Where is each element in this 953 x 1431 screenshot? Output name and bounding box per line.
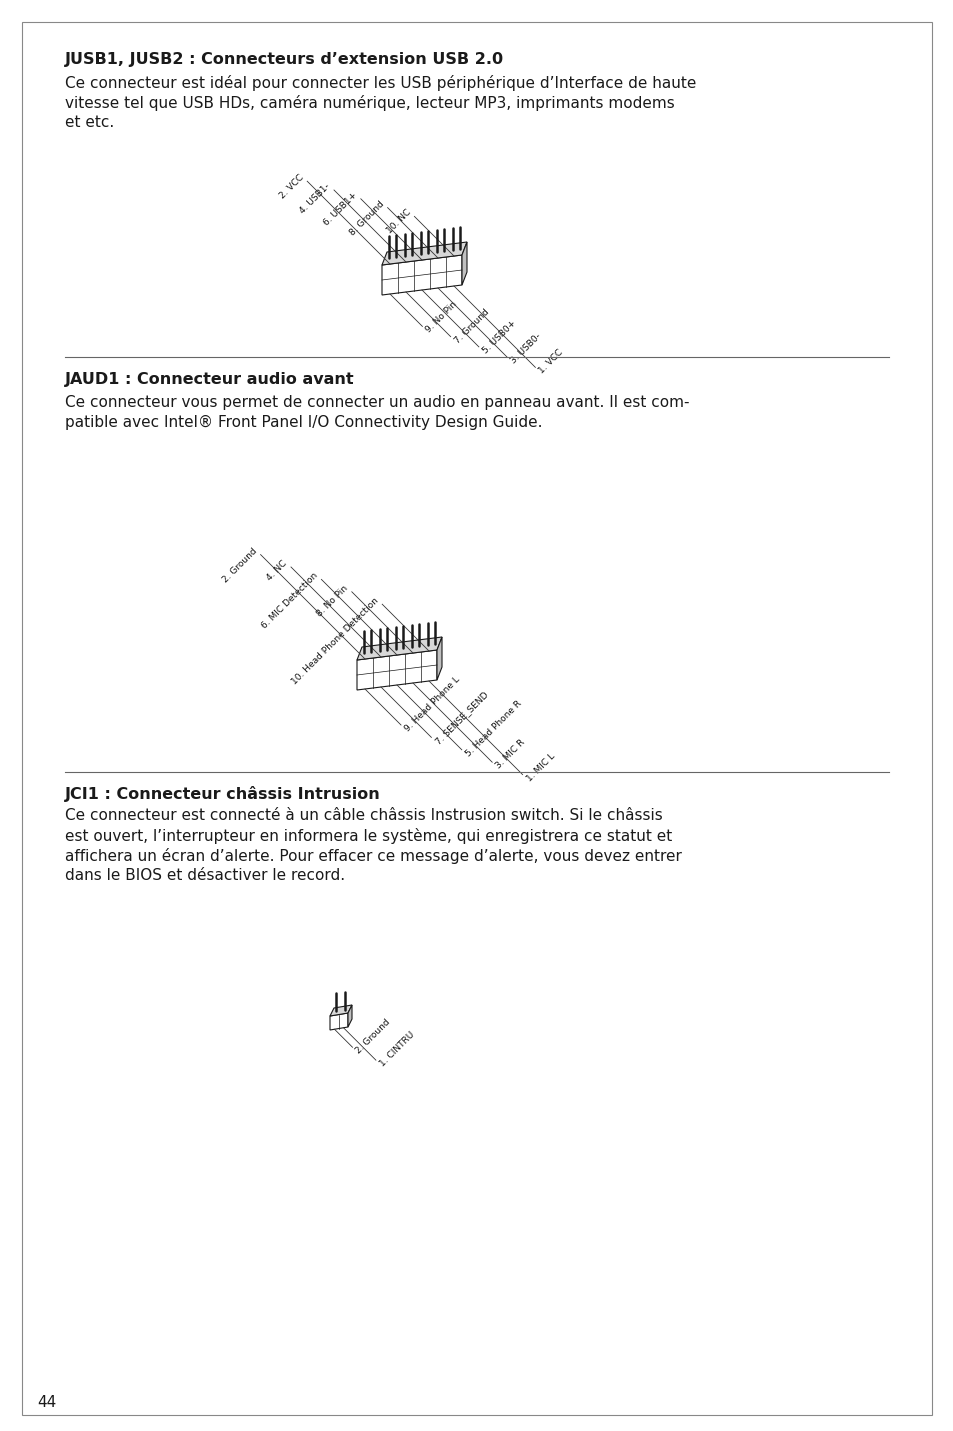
Polygon shape	[330, 1005, 352, 1016]
Text: 10. Head Phone Detection: 10. Head Phone Detection	[290, 595, 380, 687]
Text: 3. MIC R: 3. MIC R	[494, 738, 526, 770]
Text: est ouvert, l’interrupteur en informera le système, qui enregistrera ce statut e: est ouvert, l’interrupteur en informera …	[65, 829, 672, 844]
Text: 8. No Pin: 8. No Pin	[314, 584, 350, 618]
Text: 1. MIC L: 1. MIC L	[524, 751, 556, 783]
Polygon shape	[356, 650, 436, 690]
Polygon shape	[436, 637, 441, 680]
Text: 44: 44	[37, 1395, 56, 1410]
Text: 9. Head Phone L: 9. Head Phone L	[402, 675, 461, 733]
Text: affichera un écran d’alerte. Pour effacer ce message d’alerte, vous devez entrer: affichera un écran d’alerte. Pour efface…	[65, 849, 681, 864]
Polygon shape	[348, 1005, 352, 1027]
Text: 4. USB1-: 4. USB1-	[298, 182, 332, 216]
Text: 1. CINTRU: 1. CINTRU	[377, 1030, 416, 1069]
Text: 3. USB0-: 3. USB0-	[509, 332, 542, 365]
Text: patible avec Intel® Front Panel I/O Connectivity Design Guide.: patible avec Intel® Front Panel I/O Conn…	[65, 415, 542, 431]
Text: 4. NC: 4. NC	[265, 558, 289, 582]
Text: 2. Ground: 2. Ground	[355, 1017, 392, 1056]
Polygon shape	[381, 242, 467, 265]
FancyBboxPatch shape	[22, 21, 931, 1415]
Text: 7. SENSE_SEND: 7. SENSE_SEND	[433, 690, 489, 746]
Text: 7. Ground: 7. Ground	[452, 308, 490, 345]
Text: JUSB1, JUSB2 : Connecteurs d’extension USB 2.0: JUSB1, JUSB2 : Connecteurs d’extension U…	[65, 52, 503, 67]
Text: dans le BIOS et désactiver le record.: dans le BIOS et désactiver le record.	[65, 869, 345, 883]
Text: et etc.: et etc.	[65, 114, 114, 130]
Text: Ce connecteur vous permet de connecter un audio en panneau avant. Il est com-: Ce connecteur vous permet de connecter u…	[65, 395, 689, 411]
Polygon shape	[381, 255, 461, 295]
Text: 9. No Pin: 9. No Pin	[424, 301, 458, 335]
Text: vitesse tel que USB HDs, caméra numérique, lecteur MP3, imprimants modems: vitesse tel que USB HDs, caméra numériqu…	[65, 94, 674, 112]
Text: 2. Ground: 2. Ground	[220, 547, 258, 584]
Text: Ce connecteur est idéal pour connecter les USB périphérique d’Interface de haute: Ce connecteur est idéal pour connecter l…	[65, 74, 696, 92]
Text: Ce connecteur est connecté à un câble châssis Instrusion switch. Si le châssis: Ce connecteur est connecté à un câble ch…	[65, 809, 662, 823]
Text: 6. USB1+: 6. USB1+	[321, 190, 358, 228]
Text: 10. NC: 10. NC	[384, 207, 412, 236]
Text: 1. VCC: 1. VCC	[537, 348, 564, 376]
Polygon shape	[356, 637, 441, 660]
Text: JAUD1 : Connecteur audio avant: JAUD1 : Connecteur audio avant	[65, 372, 355, 386]
Text: JCI1 : Connecteur châssis Intrusion: JCI1 : Connecteur châssis Intrusion	[65, 786, 380, 801]
Text: 2. VCC: 2. VCC	[277, 173, 305, 200]
Text: 5. Head Phone R: 5. Head Phone R	[463, 698, 523, 758]
Polygon shape	[330, 1013, 348, 1030]
Polygon shape	[461, 242, 467, 285]
Text: 8. Ground: 8. Ground	[347, 199, 385, 238]
Text: 5. USB0+: 5. USB0+	[480, 318, 517, 355]
Text: 6. MIC Detection: 6. MIC Detection	[259, 571, 319, 631]
